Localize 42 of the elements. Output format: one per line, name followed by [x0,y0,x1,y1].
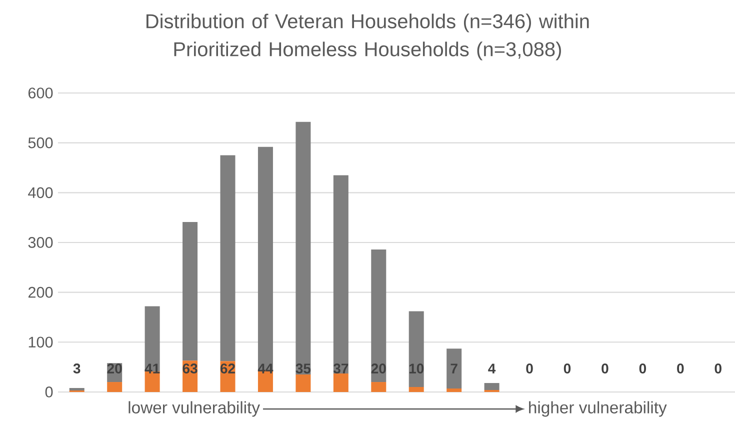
y-tick-label: 300 [28,237,53,248]
bar [371,382,386,392]
y-tick-label: 100 [28,336,53,348]
data-label: 20 [107,364,122,374]
bar [220,155,236,362]
data-label: 10 [409,364,424,374]
bar [296,122,311,375]
bar [333,374,348,392]
bar [333,175,348,374]
y-tick-label: 200 [28,286,53,298]
bar [107,382,122,392]
bar [182,222,198,361]
bar [144,372,160,392]
data-label: 0 [602,364,608,374]
bar [371,249,386,382]
data-label: 0 [526,364,533,374]
data-label: 0 [564,364,571,374]
data-label: 0 [714,364,722,374]
data-label: 3 [73,364,80,374]
data-label: 63 [182,364,198,374]
y-tick-label: 400 [28,187,53,198]
bar [144,306,160,372]
chart-title: Distribution of Veteran Households (n=346) within Prioritized Homeless Households (n=3,088) [146,14,589,60]
data-label: 7 [450,364,458,374]
text: higher vulnerability [529,401,667,417]
bar [446,388,462,392]
bar [408,387,424,392]
data-label: 0 [677,364,684,374]
y-tick-label: 600 [28,88,53,98]
y-tick-label: 500 [28,137,53,148]
data-label: 37 [333,364,348,374]
data-label: 62 [220,364,235,374]
bar [484,383,500,390]
bar [446,348,462,388]
bar [408,311,424,387]
data-label: 20 [371,364,386,374]
bar [296,374,311,392]
text: lower vulnerability [128,401,260,417]
y-tick-label: 0 [45,386,53,398]
data-label: 4 [488,364,496,374]
data-label: 0 [639,364,646,374]
data-label: 35 [296,364,311,374]
